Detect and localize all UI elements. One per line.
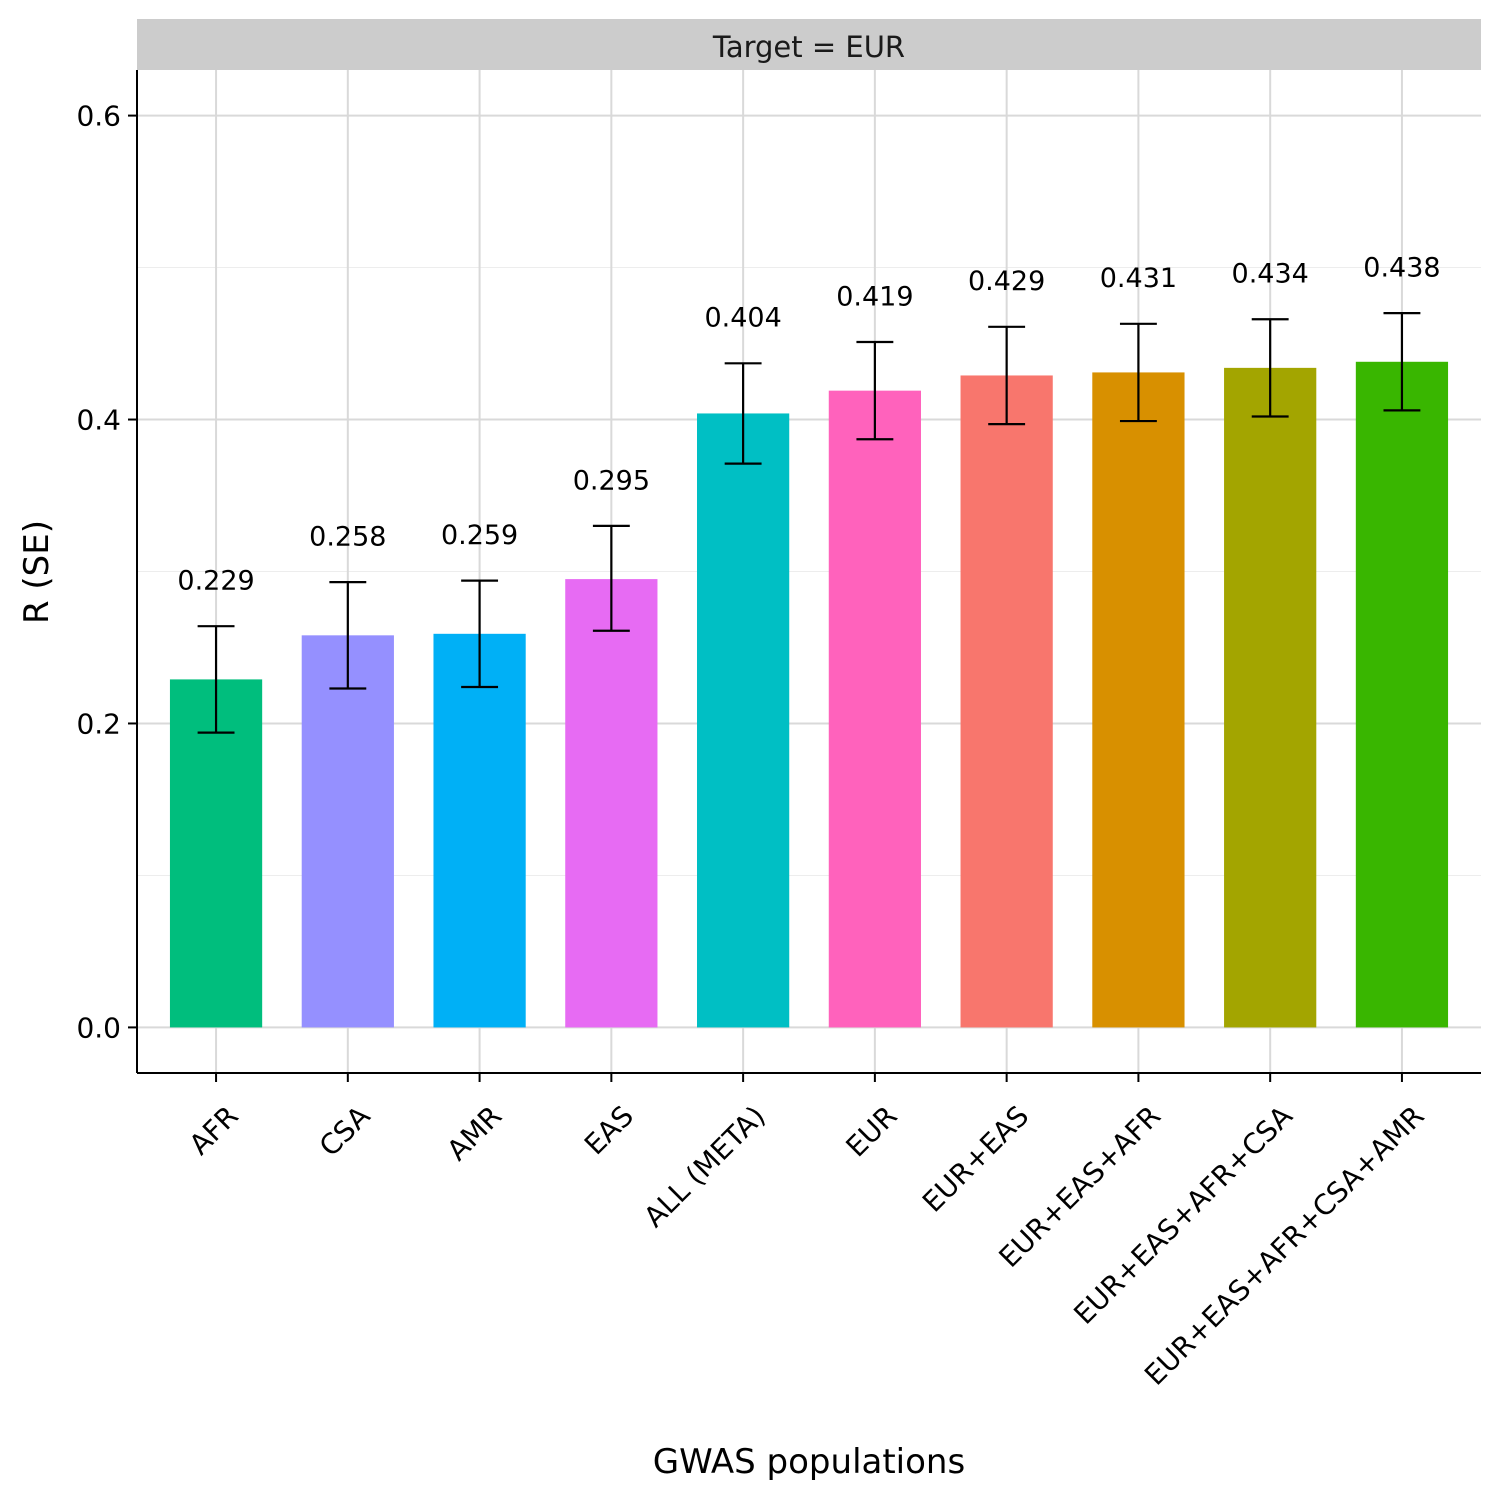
bar: [1092, 372, 1185, 1028]
x-tick-label: EUR+EAS+AFR+CSA: [1067, 1099, 1298, 1330]
bar: [169, 679, 263, 1028]
error-bars-group: [197, 312, 1421, 734]
data-label: 0.259: [441, 520, 518, 551]
bar: [960, 375, 1053, 1028]
data-label: 0.295: [573, 465, 650, 496]
y-tick-label: 0.0: [76, 1011, 121, 1044]
x-axis-title: GWAS populations: [653, 1442, 965, 1482]
data-label: 0.258: [309, 522, 386, 553]
error-bar: [1119, 322, 1157, 423]
data-label: 0.434: [1232, 259, 1309, 290]
bars-group: [169, 361, 1449, 1028]
x-tick-label: EAS: [578, 1099, 640, 1161]
error-bar: [329, 581, 367, 690]
bar: [1355, 361, 1449, 1028]
data-labels-group: 0.229 0.258 0.259 0.295 0.404 0.419 0.429 0.431…: [177, 253, 1440, 597]
x-tick-label: EUR+EAS+AFR+CSA+AMR: [1138, 1099, 1430, 1391]
bar: [697, 413, 790, 1028]
error-bar: [724, 362, 762, 465]
error-bar: [1383, 312, 1421, 412]
data-label: 0.404: [704, 303, 781, 334]
bar: [1224, 367, 1317, 1028]
y-axis-title: R (SE): [17, 520, 57, 624]
data-label: 0.431: [1100, 263, 1177, 294]
facet-strip: [137, 19, 1481, 70]
y-axis-ticks: 0.0 0.2 0.4 0.6: [76, 100, 137, 1044]
data-label: 0.429: [968, 266, 1045, 297]
x-tick-label: EUR: [839, 1099, 903, 1163]
x-tick-label: AFR: [183, 1099, 245, 1161]
x-tick-label: EUR+EAS: [916, 1099, 1035, 1218]
y-tick-label: 0.2: [76, 707, 121, 740]
y-tick-label: 0.4: [76, 404, 121, 437]
error-bar: [461, 579, 499, 689]
data-label: 0.229: [177, 566, 254, 597]
data-label: 0.438: [1363, 253, 1440, 284]
facet-strip-label: Target = EUR: [712, 30, 905, 64]
bar: [301, 635, 394, 1028]
error-bar: [592, 524, 630, 632]
error-bar: [197, 625, 235, 734]
error-bar: [856, 340, 894, 441]
y-tick-label: 0.6: [76, 100, 121, 133]
bar: [828, 390, 921, 1028]
data-label: 0.419: [836, 281, 913, 312]
x-tick-label: AMR: [441, 1099, 509, 1167]
bar: [433, 633, 526, 1028]
x-tick-label: CSA: [313, 1099, 377, 1163]
error-bar: [1251, 318, 1289, 418]
bar: [565, 579, 658, 1028]
x-tick-label: ALL (META): [637, 1099, 771, 1233]
error-bar: [988, 325, 1026, 426]
